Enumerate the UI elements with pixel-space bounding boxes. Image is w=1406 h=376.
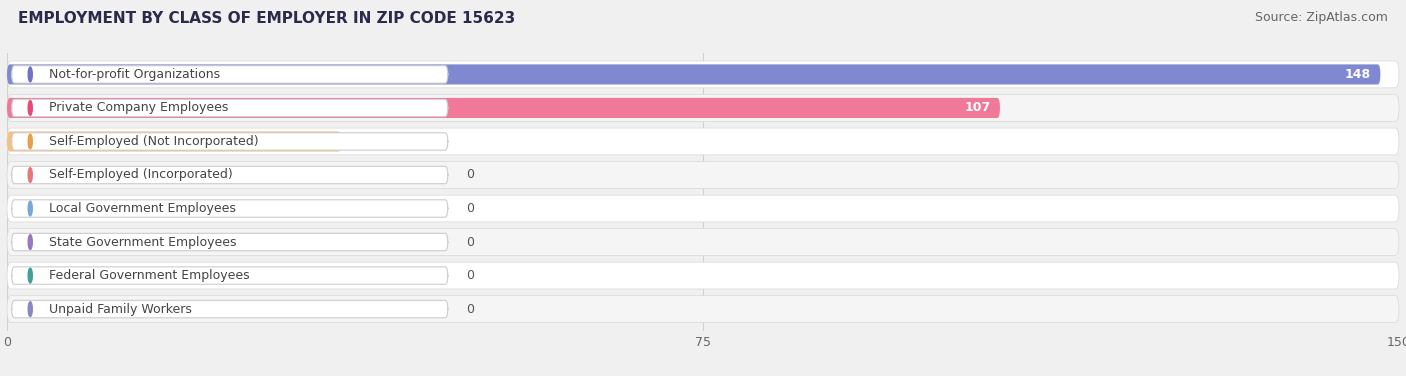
FancyBboxPatch shape xyxy=(7,64,1381,85)
Circle shape xyxy=(28,134,32,149)
Text: 0: 0 xyxy=(467,269,474,282)
Text: 0: 0 xyxy=(467,168,474,182)
Text: Source: ZipAtlas.com: Source: ZipAtlas.com xyxy=(1254,11,1388,24)
Text: 148: 148 xyxy=(1346,68,1371,81)
Text: Not-for-profit Organizations: Not-for-profit Organizations xyxy=(49,68,219,81)
Text: Federal Government Employees: Federal Government Employees xyxy=(49,269,249,282)
FancyBboxPatch shape xyxy=(11,267,447,284)
FancyBboxPatch shape xyxy=(11,133,447,150)
Text: 107: 107 xyxy=(965,102,991,114)
FancyBboxPatch shape xyxy=(7,94,1399,121)
FancyBboxPatch shape xyxy=(7,98,1000,118)
Circle shape xyxy=(28,168,32,182)
Text: 36: 36 xyxy=(315,135,332,148)
FancyBboxPatch shape xyxy=(11,66,447,83)
FancyBboxPatch shape xyxy=(11,300,447,318)
FancyBboxPatch shape xyxy=(11,166,447,184)
FancyBboxPatch shape xyxy=(7,262,1399,289)
FancyBboxPatch shape xyxy=(7,162,1399,188)
FancyBboxPatch shape xyxy=(7,61,1399,88)
Circle shape xyxy=(28,201,32,216)
Text: Unpaid Family Workers: Unpaid Family Workers xyxy=(49,303,191,315)
Circle shape xyxy=(28,67,32,82)
Text: 0: 0 xyxy=(467,202,474,215)
Circle shape xyxy=(28,100,32,115)
FancyBboxPatch shape xyxy=(7,128,1399,155)
FancyBboxPatch shape xyxy=(11,233,447,251)
Text: EMPLOYMENT BY CLASS OF EMPLOYER IN ZIP CODE 15623: EMPLOYMENT BY CLASS OF EMPLOYER IN ZIP C… xyxy=(18,11,516,26)
Text: Self-Employed (Incorporated): Self-Employed (Incorporated) xyxy=(49,168,232,182)
FancyBboxPatch shape xyxy=(11,200,447,217)
Circle shape xyxy=(28,302,32,317)
Text: 0: 0 xyxy=(467,303,474,315)
Text: Local Government Employees: Local Government Employees xyxy=(49,202,236,215)
Text: State Government Employees: State Government Employees xyxy=(49,235,236,249)
FancyBboxPatch shape xyxy=(7,132,342,152)
Circle shape xyxy=(28,235,32,249)
FancyBboxPatch shape xyxy=(7,229,1399,255)
Text: Self-Employed (Not Incorporated): Self-Employed (Not Incorporated) xyxy=(49,135,259,148)
Text: Private Company Employees: Private Company Employees xyxy=(49,102,228,114)
FancyBboxPatch shape xyxy=(7,296,1399,323)
Circle shape xyxy=(28,268,32,283)
Text: 0: 0 xyxy=(467,235,474,249)
FancyBboxPatch shape xyxy=(7,195,1399,222)
FancyBboxPatch shape xyxy=(11,99,447,117)
